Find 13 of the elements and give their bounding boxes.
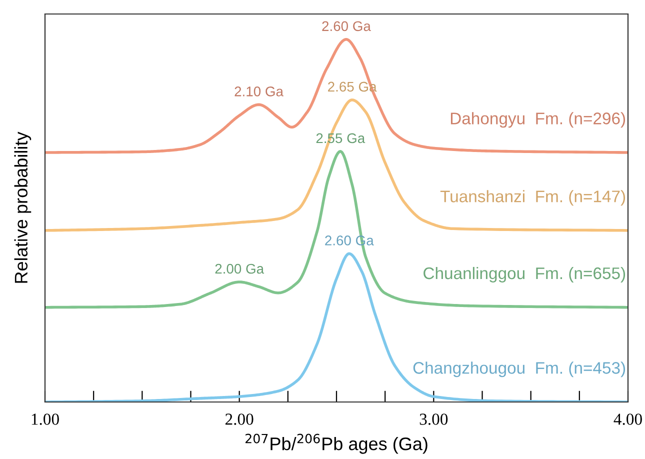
annotation: 2.10 Ga bbox=[234, 86, 284, 96]
series-label: Chuanlinggou Fm. (n=655) bbox=[424, 266, 626, 282]
x-axis-title: $^{207}$Pb/$^{206}$Pb ages (Ga) bbox=[246, 434, 428, 454]
y-axis-title: Relative probability bbox=[14, 132, 32, 283]
x-tick-label: 3.00 bbox=[420, 414, 448, 425]
x-tick-label: 1.00 bbox=[32, 414, 59, 425]
series-label: Dahongyu Fm. (n=296) bbox=[450, 112, 626, 128]
annotation: 2.60 Ga bbox=[322, 21, 371, 32]
series-label: Tuanshanzi Fm. (n=147) bbox=[440, 190, 626, 206]
x-tick-label: 2.00 bbox=[225, 414, 254, 425]
x-tick-label: 4.00 bbox=[614, 414, 642, 425]
annotation: 2.00 Ga bbox=[215, 264, 264, 274]
series-label: Changzhougou Fm. (n=453) bbox=[413, 362, 626, 378]
